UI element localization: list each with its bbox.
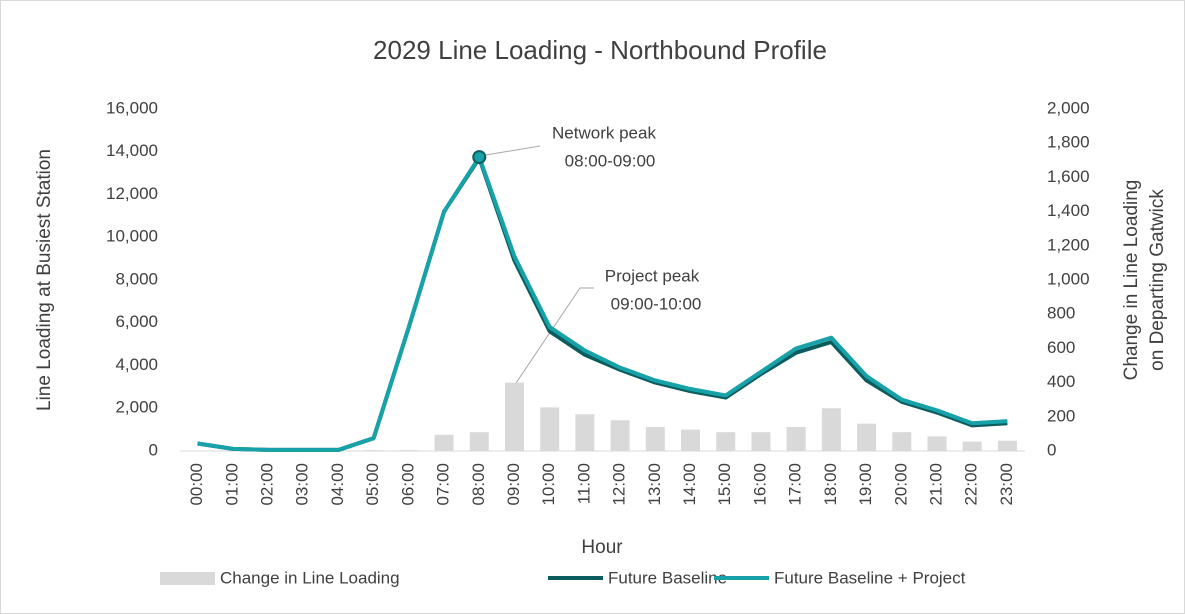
x-tick-label: 14:00	[680, 463, 699, 506]
y-tick-label: 8,000	[115, 269, 158, 288]
y-tick-label: 10,000	[106, 227, 158, 246]
x-tick-label: 23:00	[997, 463, 1016, 506]
y2-tick-label: 400	[1047, 372, 1075, 391]
x-tick-label: 01:00	[222, 463, 241, 506]
bar	[962, 441, 982, 451]
y2-tick-label: 600	[1047, 338, 1075, 357]
x-tick-label: 00:00	[187, 463, 206, 506]
legend-label: Change in Line Loading	[220, 568, 400, 587]
x-tick-label: 13:00	[645, 463, 664, 506]
bar	[610, 420, 630, 451]
y-tick-label: 6,000	[115, 312, 158, 331]
annotation: Network peak	[552, 123, 656, 142]
annotation: 09:00-10:00	[611, 294, 702, 313]
bar	[540, 407, 560, 451]
x-tick-label: 22:00	[962, 463, 981, 506]
bar	[681, 429, 701, 451]
y-tick-label: 0	[149, 440, 158, 459]
x-tick-label: 15:00	[715, 463, 734, 506]
legend-label: Future Baseline + Project	[774, 568, 966, 587]
x-tick-label: 04:00	[328, 463, 347, 506]
annotation-leader	[515, 287, 594, 384]
y-tick-label: 2,000	[115, 398, 158, 417]
annotation: Project peak	[605, 266, 700, 285]
legend-label: Future Baseline	[608, 568, 727, 587]
y2-axis-label: Change in Line Loading	[1121, 180, 1142, 381]
y-tick-label: 4,000	[115, 355, 158, 374]
x-tick-label: 20:00	[891, 463, 910, 506]
y2-tick-label: 800	[1047, 304, 1075, 323]
x-tick-label: 18:00	[821, 463, 840, 506]
x-tick-label: 21:00	[926, 463, 945, 506]
x-tick-label: 09:00	[504, 463, 523, 506]
bar	[751, 432, 771, 451]
bar	[716, 432, 736, 451]
x-tick-label: 11:00	[574, 463, 593, 504]
bar	[927, 436, 947, 451]
chart-title: 2029 Line Loading - Northbound Profile	[373, 35, 827, 65]
bar	[645, 427, 665, 451]
y2-tick-label: 0	[1047, 440, 1056, 459]
y-tick-label: 14,000	[106, 141, 158, 160]
x-tick-label: 06:00	[398, 463, 417, 506]
x-tick-label: 07:00	[434, 463, 453, 506]
x-tick-label: 17:00	[786, 463, 805, 506]
legend-swatch	[160, 572, 215, 585]
x-axis-label: Hour	[581, 537, 623, 558]
peak-marker	[472, 150, 487, 165]
bar	[821, 408, 841, 451]
bar	[892, 432, 912, 451]
line	[197, 155, 1008, 452]
bar	[575, 414, 595, 451]
y2-tick-label: 1,800	[1047, 133, 1090, 152]
x-tick-label: 02:00	[258, 463, 277, 506]
x-tick-label: 16:00	[750, 463, 769, 506]
annotation: 08:00-09:00	[565, 151, 656, 170]
bar	[469, 432, 489, 451]
bar	[399, 450, 419, 451]
y2-tick-label: 1,000	[1047, 269, 1090, 288]
x-tick-label: 03:00	[293, 463, 312, 506]
bar	[504, 382, 524, 451]
bar	[857, 423, 877, 451]
y2-tick-label: 1,400	[1047, 201, 1090, 220]
x-tick-label: 12:00	[610, 463, 629, 506]
y-tick-label: 16,000	[106, 98, 158, 117]
y2-tick-label: 2,000	[1047, 98, 1090, 117]
y2-tick-label: 200	[1047, 406, 1075, 425]
x-tick-label: 19:00	[856, 463, 875, 506]
y2-tick-label: 1,600	[1047, 167, 1090, 186]
bar	[364, 450, 384, 451]
y-axis-label: Line Loading at Busiest Station	[34, 149, 55, 411]
bar	[786, 427, 806, 451]
y2-tick-label: 1,200	[1047, 235, 1090, 254]
bar	[434, 434, 454, 451]
x-tick-label: 08:00	[469, 463, 488, 506]
y-tick-label: 12,000	[106, 184, 158, 203]
x-tick-label: 05:00	[363, 463, 382, 506]
x-tick-label: 10:00	[539, 463, 558, 506]
y2-axis-label: on Departing Gatwick	[1147, 189, 1168, 371]
bar	[997, 440, 1017, 451]
annotation-leader	[479, 145, 541, 157]
